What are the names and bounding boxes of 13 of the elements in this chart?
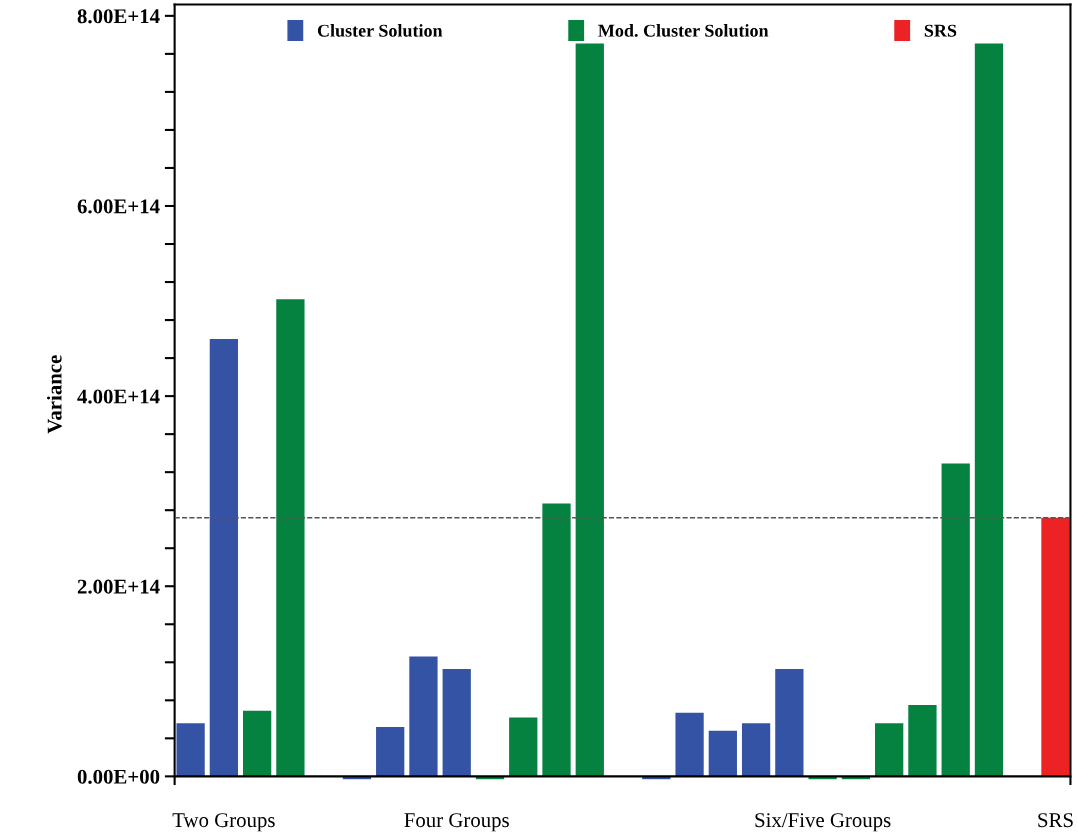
x-tick-label: Four Groups [404, 813, 509, 832]
y-tick-label: 6.00E+14 [77, 199, 160, 214]
legend-label: Cluster Solution [317, 24, 443, 37]
x-tick-label: Two Groups [172, 813, 275, 832]
y-axis-title: Variance [46, 355, 62, 434]
y-tick-label: 4.00E+14 [77, 389, 160, 404]
y-tick-label: 8.00E+14 [77, 9, 160, 24]
legend-label: SRS [924, 24, 957, 37]
y-tick-label: 0.00E+00 [77, 769, 160, 784]
x-tick-label: SRS [1038, 813, 1073, 828]
x-tick-label: Six/Five Groups [755, 813, 891, 832]
legend-label: Mod. Cluster Solution [598, 24, 769, 37]
y-tick-label: 2.00E+14 [77, 579, 160, 594]
